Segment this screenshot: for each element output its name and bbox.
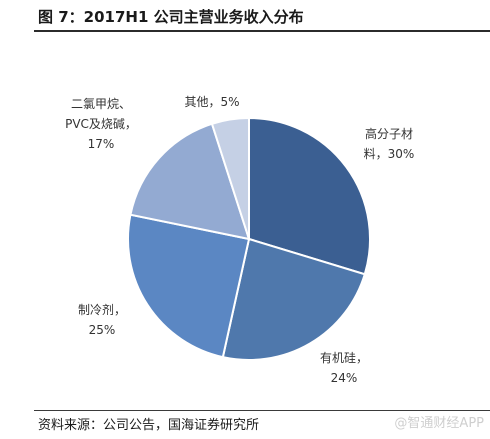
slice-label-4: 二氯甲烷、 PVC及烧碱， 17% [65,97,137,151]
pie-slices [127,116,372,361]
pie-slice-5 [210,116,250,240]
pie-slice-3 [127,213,251,359]
pie-slice-4 [129,122,251,241]
footer-divider [34,410,490,411]
pie-labels: 高分子材料，30% 有机硅， 24% 制冷剂， 25% 二氯甲烷、 PVC及烧碱， 17% 其他… [65,95,414,385]
watermark-text: @智通财经APP [394,416,484,431]
title-divider [34,30,490,32]
chart-title: 图 7：2017H1 公司主营业务收入分布 [38,8,304,26]
slice-label-1: 高分子材料，30% [364,126,415,161]
slice-label-3: 制冷剂， 25% [78,302,126,337]
slice-label-5: 其他，5% [184,95,239,109]
source-note: 资料来源：公司公告，国海证券研究所 [38,418,260,433]
slice-label-2: 有机硅， 24% [320,351,368,385]
title-bar: 图 7：2017H1 公司主营业务收入分布 [0,0,490,30]
pie-slice-1 [248,116,372,276]
pie-slice-2 [221,237,367,361]
